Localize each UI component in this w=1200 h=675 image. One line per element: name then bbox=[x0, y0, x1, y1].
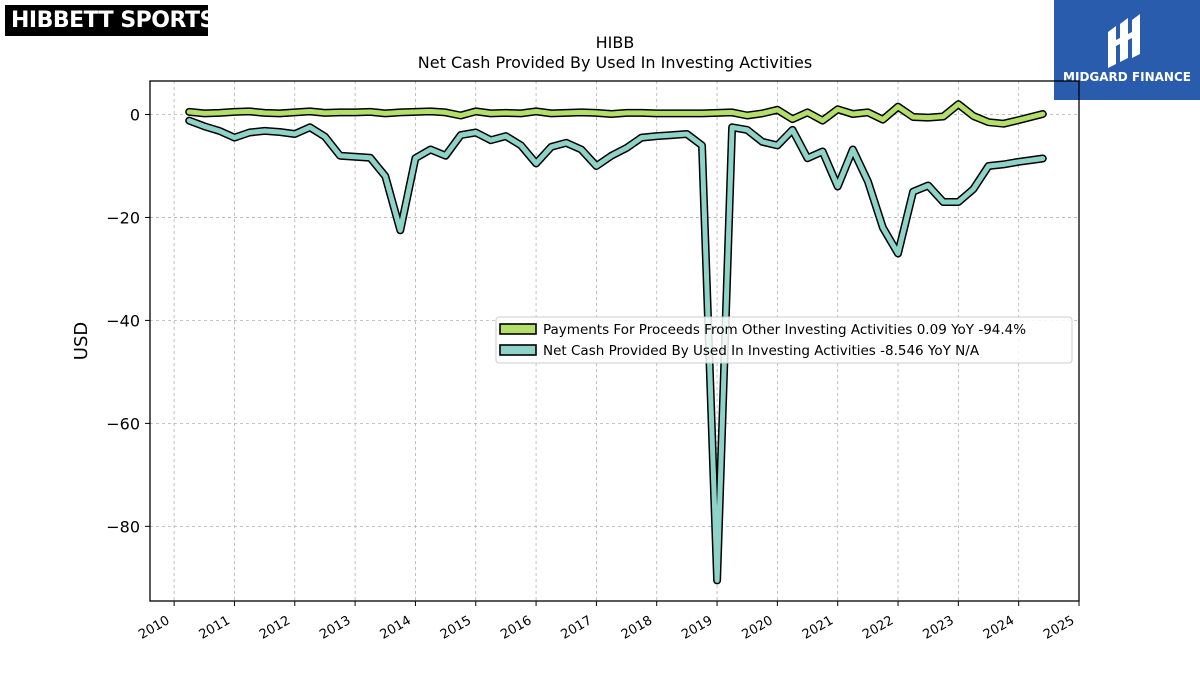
series-line bbox=[186, 118, 1046, 583]
x-tick-label: 2010 bbox=[136, 613, 172, 643]
y-axis-label: USD bbox=[71, 322, 92, 360]
x-tick-label: 2013 bbox=[317, 613, 353, 643]
x-tick-label: 2015 bbox=[438, 613, 474, 643]
x-tick-label: 2022 bbox=[860, 613, 896, 643]
legend-label: Net Cash Provided By Used In Investing A… bbox=[543, 343, 980, 359]
chart-title: HIBB bbox=[596, 33, 635, 52]
x-tick-label: 2018 bbox=[619, 613, 655, 643]
legend-swatch bbox=[499, 344, 537, 356]
chart-subtitle: Net Cash Provided By Used In Investing A… bbox=[418, 53, 812, 72]
y-tick-label: 0 bbox=[130, 105, 140, 124]
series-line bbox=[186, 101, 1046, 127]
x-tick-label: 2011 bbox=[197, 613, 233, 643]
series-lines bbox=[185, 100, 1047, 585]
x-tick-label: 2017 bbox=[559, 613, 595, 643]
registered-mark: ® bbox=[214, 7, 224, 17]
midgard-finance-logo: MIDGARD FINANCE bbox=[1054, 0, 1200, 100]
hibbett-logo-text: HIBBETT SPORTS bbox=[11, 8, 215, 33]
y-tick-label: −60 bbox=[106, 414, 140, 433]
legend-label: Payments For Proceeds From Other Investi… bbox=[543, 322, 1026, 338]
x-tick-label: 2014 bbox=[378, 613, 414, 643]
y-tick-label: −40 bbox=[106, 311, 140, 330]
hibbett-sports-logo: HIBBETT SPORTS® bbox=[5, 5, 224, 36]
x-tick-label: 2012 bbox=[257, 613, 293, 643]
midgard-m-icon bbox=[1108, 14, 1140, 68]
x-tick-label: 2021 bbox=[800, 613, 836, 643]
y-tick-label: −20 bbox=[106, 208, 140, 227]
x-tick-label: 2023 bbox=[921, 613, 957, 643]
legend: Payments For Proceeds From Other Investi… bbox=[495, 316, 1073, 364]
x-tick-label: 2019 bbox=[679, 613, 715, 643]
midgard-finance-name: MIDGARD FINANCE bbox=[1063, 70, 1191, 84]
y-tick-label: −80 bbox=[106, 517, 140, 536]
x-tick-label: 2025 bbox=[1041, 613, 1077, 643]
legend-swatch bbox=[499, 323, 537, 335]
legend-box bbox=[495, 316, 1073, 364]
x-tick-label: 2020 bbox=[740, 613, 776, 643]
plot-frame bbox=[149, 80, 1080, 602]
x-tick-label: 2016 bbox=[498, 613, 534, 643]
x-tick-label: 2024 bbox=[981, 613, 1017, 643]
